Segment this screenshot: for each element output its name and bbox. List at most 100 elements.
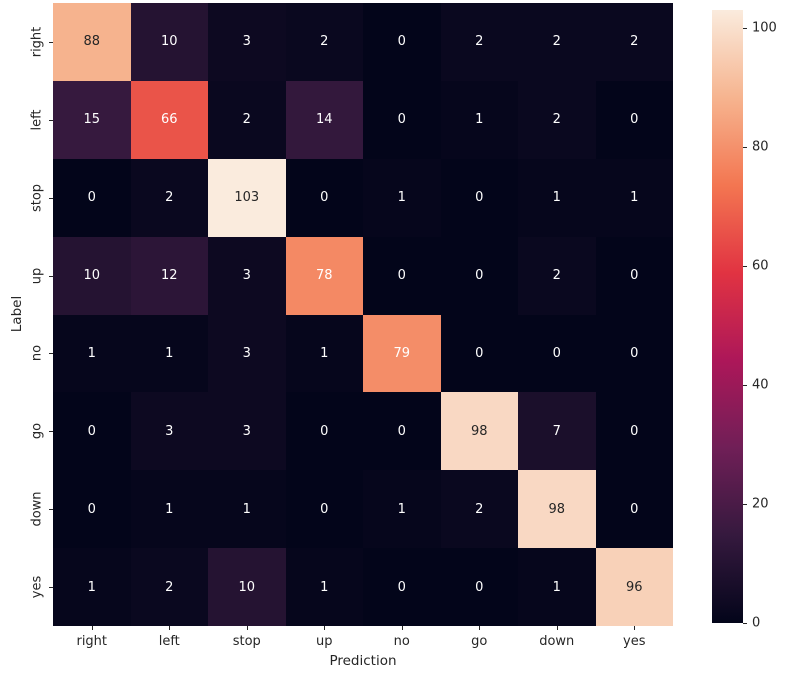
x-tick-label-down: down: [539, 634, 575, 649]
x-tick-mark: [401, 626, 403, 630]
heatmap-cell-left-yes: 0: [595, 80, 673, 159]
y-tick-mark: [49, 587, 53, 589]
heatmap-cell-down-yes: 0: [595, 470, 673, 549]
heatmap-cell-up-left: 12: [130, 236, 208, 315]
heatmap-cell-right-down: 2: [518, 3, 596, 81]
colorbar-gradient: [712, 10, 743, 623]
heatmap-cell-no-stop: 3: [208, 314, 286, 393]
cell-value: 0: [320, 190, 329, 206]
cell-value: 0: [87, 423, 96, 439]
x-tick-label-no: no: [393, 634, 410, 649]
cell-value: 79: [393, 345, 411, 361]
heatmap-cell-up-stop: 3: [208, 236, 286, 315]
colorbar-tick-label-100: 100: [752, 20, 777, 36]
cell-value: 98: [470, 423, 488, 439]
cell-value: 0: [87, 190, 96, 206]
y-tick-label-up: up: [29, 267, 45, 284]
heatmap-cell-no-right: 1: [53, 314, 131, 393]
cell-value: 0: [475, 345, 484, 361]
heatmap-cell-stop-right: 0: [53, 158, 131, 237]
heatmap-cell-down-go: 2: [440, 470, 518, 549]
heatmap-cell-right-go: 2: [440, 3, 518, 81]
heatmap-cell-left-up: 14: [285, 80, 363, 159]
heatmap-cell-no-left: 1: [130, 314, 208, 393]
cell-value: 78: [315, 268, 333, 284]
y-axis-label: Label: [9, 295, 25, 333]
cell-value: 0: [630, 112, 639, 128]
colorbar-tick-label-20: 20: [752, 496, 769, 512]
heatmap-cell-down-stop: 1: [208, 470, 286, 549]
cell-value: 0: [397, 112, 406, 128]
cell-value: 88: [83, 34, 101, 50]
cell-value: 2: [320, 34, 329, 50]
heatmap-cell-go-left: 3: [130, 392, 208, 471]
cell-value: 1: [165, 501, 174, 517]
heatmap-cell-up-yes: 0: [595, 236, 673, 315]
y-tick-label-stop: stop: [29, 183, 45, 212]
x-tick-mark: [556, 626, 558, 630]
cell-value: 0: [320, 423, 329, 439]
colorbar-tick-label-80: 80: [752, 139, 769, 155]
cell-value: 1: [87, 345, 96, 361]
cell-value: 10: [160, 34, 178, 50]
x-tick-label-go: go: [471, 634, 488, 649]
x-tick-label-up: up: [316, 634, 333, 649]
cell-value: 2: [165, 579, 174, 595]
heatmap-cell-go-go: 98: [440, 392, 518, 471]
cell-value: 3: [242, 423, 251, 439]
heatmap-cell-up-down: 2: [518, 236, 596, 315]
heatmap-cell-yes-go: 0: [440, 548, 518, 626]
cell-value: 0: [397, 268, 406, 284]
heatmap-cell-up-go: 0: [440, 236, 518, 315]
cell-value: 2: [475, 501, 484, 517]
heatmap-cell-yes-no: 0: [363, 548, 441, 626]
y-tick-mark: [49, 353, 53, 355]
cell-value: 1: [552, 579, 561, 595]
y-tick-mark: [49, 275, 53, 277]
colorbar-tick-mark: [743, 503, 747, 505]
cell-value: 98: [548, 501, 566, 517]
cell-value: 2: [242, 112, 251, 128]
colorbar-tick-mark: [743, 146, 747, 148]
heatmap-cell-yes-right: 1: [53, 548, 131, 626]
y-tick-label-down: down: [29, 491, 45, 527]
heatmap-cell-no-yes: 0: [595, 314, 673, 393]
heatmap-cell-stop-down: 1: [518, 158, 596, 237]
heatmap-cell-left-no: 0: [363, 80, 441, 159]
heatmap-cell-right-stop: 3: [208, 3, 286, 81]
cell-value: 0: [630, 423, 639, 439]
heatmap-cell-go-down: 7: [518, 392, 596, 471]
y-tick-label-right: right: [29, 26, 45, 58]
cell-value: 1: [242, 501, 251, 517]
cell-value: 2: [552, 34, 561, 50]
cell-value: 0: [630, 501, 639, 517]
cell-value: 3: [242, 268, 251, 284]
cell-value: 1: [397, 190, 406, 206]
heatmap-cell-go-up: 0: [285, 392, 363, 471]
cell-value: 1: [87, 579, 96, 595]
heatmap-cell-down-no: 1: [363, 470, 441, 549]
cell-value: 1: [397, 501, 406, 517]
cell-value: 7: [552, 423, 561, 439]
heatmap-cell-no-go: 0: [440, 314, 518, 393]
heatmap-cell-stop-go: 0: [440, 158, 518, 237]
y-tick-mark: [49, 431, 53, 433]
cell-value: 2: [630, 34, 639, 50]
heatmap-cell-up-no: 0: [363, 236, 441, 315]
cell-value: 0: [630, 268, 639, 284]
cell-value: 2: [475, 34, 484, 50]
cell-value: 0: [475, 190, 484, 206]
heatmap-cell-down-up: 0: [285, 470, 363, 549]
colorbar-tick-label-60: 60: [752, 258, 769, 274]
heatmap-cell-left-right: 15: [53, 80, 131, 159]
y-tick-label-yes: yes: [29, 575, 45, 599]
cell-value: 2: [552, 268, 561, 284]
cell-value: 2: [552, 112, 561, 128]
cell-value: 0: [552, 345, 561, 361]
x-tick-label-right: right: [76, 634, 108, 649]
heatmap-cell-down-right: 0: [53, 470, 131, 549]
heatmap-cell-go-yes: 0: [595, 392, 673, 471]
cell-value: 0: [87, 501, 96, 517]
heatmap-cell-left-down: 2: [518, 80, 596, 159]
